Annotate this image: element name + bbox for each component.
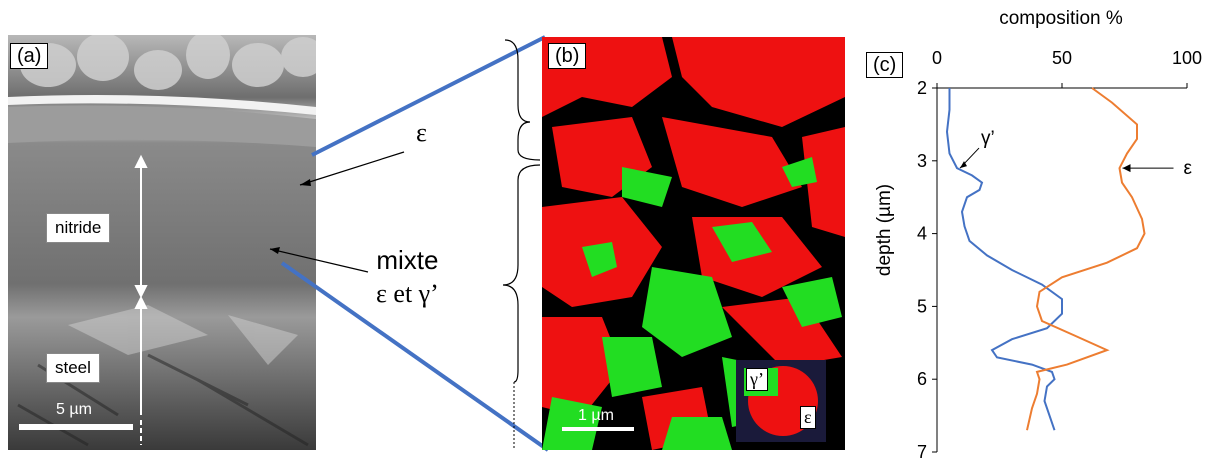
x-tick-label: 50 (1052, 48, 1072, 68)
annotation-arrowhead (960, 161, 967, 169)
annotation-label-epsilon: ε (1184, 158, 1193, 179)
chart-title: composition % (999, 8, 1123, 29)
chart-axes: 0 50 100 2 3 4 5 6 7 (917, 48, 1202, 461)
x-tick-label: 0 (932, 48, 942, 68)
legend-gamma-label: γ’ (746, 368, 768, 391)
y-tick-label: 3 (917, 151, 927, 171)
panel-label-c: (c) (866, 52, 904, 78)
chart-series (945, 87, 1146, 431)
epsilon-layer-label: ε (416, 118, 427, 147)
y-tick-label: 2 (917, 78, 927, 98)
legend-epsilon-label: ε (800, 406, 816, 429)
mixte-label: mixte ε et γ’ (376, 243, 439, 311)
y-tick-label: 4 (917, 224, 927, 244)
panel-label-b: (b) (548, 43, 587, 69)
y-tick-label: 7 (917, 442, 927, 461)
annotation-arrowhead (1122, 164, 1131, 173)
x-tick-label: 100 (1172, 48, 1202, 68)
mixte-line2: ε et γ’ (376, 279, 439, 308)
series-line-epsilon (1026, 87, 1146, 431)
chart-annotations: γ’ ε (959, 128, 1193, 179)
phase-map-texture (542, 37, 845, 450)
y-tick-label: 5 (917, 296, 927, 316)
phase-legend: γ’ ε (736, 360, 826, 442)
annotation-label-gamma: γ’ (981, 128, 995, 149)
mixte-line1: mixte (376, 245, 439, 275)
layer-arrows (19, 154, 148, 445)
scale-bar-b (562, 427, 634, 431)
scale-bar-label-b: 1 µm (578, 407, 614, 424)
phase-map-image: γ’ ε 1 µm (b) (542, 37, 845, 450)
nitride-label: nitride (46, 213, 111, 243)
y-axis-label: depth (µm) (874, 184, 895, 276)
composition-chart: composition % depth (µm) 0 50 100 2 3 4 5 6 7 γ’… (874, 8, 1202, 461)
steel-label: steel (46, 353, 100, 383)
y-tick-label: 6 (917, 369, 927, 389)
sem-cross-section-image: nitride steel 5 µm (a) (8, 35, 316, 450)
panel-label-a: (a) (10, 43, 49, 69)
scale-bar-label-a: 5 µm (56, 401, 92, 418)
series-line-gamma (945, 88, 1063, 431)
